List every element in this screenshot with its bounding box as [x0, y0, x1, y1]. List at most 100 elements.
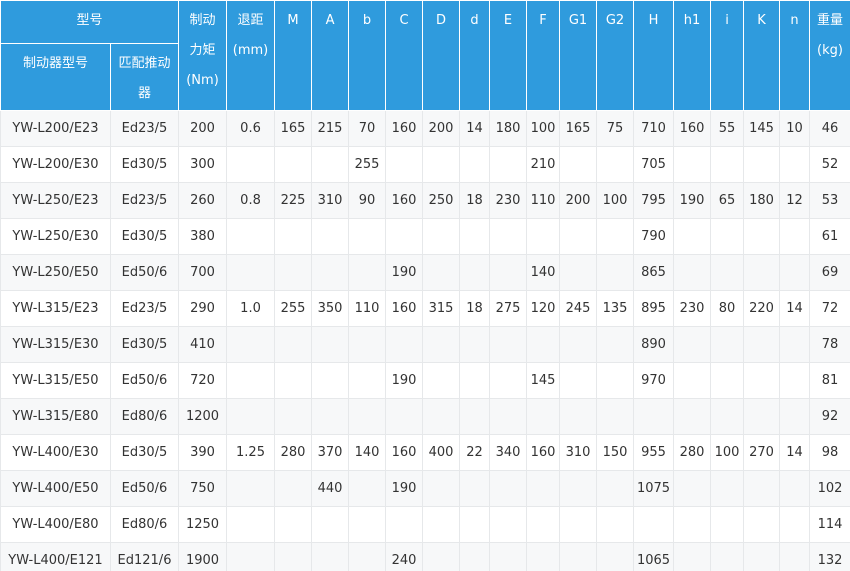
table-cell — [348, 398, 387, 435]
table-cell — [348, 326, 387, 363]
table-cell — [779, 506, 811, 543]
header-dim-C: C — [385, 0, 424, 111]
table-cell — [311, 398, 350, 435]
cell-brake-model: YW-L250/E50 — [0, 254, 111, 291]
table-row: YW-L315/E80 Ed80/6 1200 92 — [0, 398, 850, 435]
header-torque-line3: (Nm) — [186, 73, 219, 88]
cell-brake-model: YW-L315/E30 — [0, 326, 111, 363]
table-cell — [596, 218, 635, 255]
table-cell: 120 — [526, 290, 561, 327]
table-cell: 102 — [809, 470, 850, 507]
table-cell — [489, 506, 528, 543]
table-cell: 750 — [178, 470, 228, 507]
table-cell: Ed30/5 — [109, 218, 180, 255]
table-cell — [596, 254, 635, 291]
table-cell — [311, 362, 350, 399]
table-cell — [489, 542, 528, 571]
table-cell: 220 — [743, 290, 781, 327]
table-row: YW-L315/E23 Ed23/5 290 1.0 255 350 110 160 315 18… — [0, 290, 850, 327]
table-cell: 100 — [596, 182, 635, 219]
table-cell — [673, 146, 712, 183]
table-cell: 190 — [385, 362, 424, 399]
table-cell: 160 — [526, 434, 561, 471]
table-cell — [274, 362, 313, 399]
table-cell — [710, 254, 745, 291]
table-cell — [559, 470, 598, 507]
table-cell: 14 — [779, 434, 811, 471]
table-cell — [779, 254, 811, 291]
header-gap-line2: (mm) — [232, 43, 269, 58]
header-dim-n: n — [779, 0, 811, 111]
header-brake-model: 制动器型号 — [0, 43, 111, 111]
table-cell: 700 — [178, 254, 228, 291]
table-cell: 110 — [526, 182, 561, 219]
table-cell — [489, 218, 528, 255]
table-cell: 1075 — [633, 470, 675, 507]
table-cell: Ed121/6 — [109, 542, 180, 571]
table-cell — [422, 254, 461, 291]
table-cell — [422, 362, 461, 399]
header-dim-H: H — [633, 0, 675, 111]
table-cell — [673, 398, 712, 435]
table-cell: 255 — [348, 146, 387, 183]
table-cell: 350 — [311, 290, 350, 327]
table-cell — [489, 326, 528, 363]
table-cell — [779, 362, 811, 399]
table-cell — [489, 146, 528, 183]
table-cell — [274, 146, 313, 183]
table-row: YW-L315/E50 Ed50/6 720 190 145 970 81 — [0, 362, 850, 399]
table-cell: 69 — [809, 254, 850, 291]
table-cell — [348, 542, 387, 571]
table-cell — [710, 542, 745, 571]
table-cell: 81 — [809, 362, 850, 399]
table-cell — [596, 470, 635, 507]
cell-brake-model: YW-L250/E23 — [0, 182, 111, 219]
table-cell: 135 — [596, 290, 635, 327]
table-cell — [779, 146, 811, 183]
table-row: YW-L400/E80 Ed80/6 1250 114 — [0, 506, 850, 543]
table-cell: 160 — [385, 110, 424, 147]
table-cell: 720 — [178, 362, 228, 399]
table-cell: 310 — [559, 434, 598, 471]
table-cell: 410 — [178, 326, 228, 363]
table-cell: 230 — [673, 290, 712, 327]
table-row: YW-L200/E23 Ed23/5 200 0.6 165 215 70 160 200 14 1… — [0, 110, 850, 147]
table-cell — [743, 362, 781, 399]
table-cell: 65 — [710, 182, 745, 219]
table-cell — [559, 146, 598, 183]
table-cell — [226, 326, 276, 363]
table-cell: 14 — [459, 110, 491, 147]
table-cell — [459, 254, 491, 291]
table-cell: 150 — [596, 434, 635, 471]
table-cell: 78 — [809, 326, 850, 363]
table-cell — [526, 398, 561, 435]
table-cell: 215 — [311, 110, 350, 147]
table-cell — [673, 254, 712, 291]
table-cell — [710, 398, 745, 435]
table-cell — [311, 254, 350, 291]
table-cell: 98 — [809, 434, 850, 471]
table-cell: 92 — [809, 398, 850, 435]
table-body: YW-L200/E23 Ed23/5 200 0.6 165 215 70 160 200 14 1… — [0, 110, 850, 571]
table-cell: 110 — [348, 290, 387, 327]
header-dim-G2: G2 — [596, 0, 635, 111]
table-cell — [743, 542, 781, 571]
table-cell — [385, 326, 424, 363]
table-cell — [459, 362, 491, 399]
cell-brake-model: YW-L400/E121 — [0, 542, 111, 571]
table-cell: 75 — [596, 110, 635, 147]
cell-brake-model: YW-L315/E80 — [0, 398, 111, 435]
table-cell: 970 — [633, 362, 675, 399]
header-model-group: 型号 — [0, 0, 180, 44]
table-cell: 145 — [526, 362, 561, 399]
table-cell: 165 — [559, 110, 598, 147]
table-cell: 70 — [348, 110, 387, 147]
table-cell — [526, 326, 561, 363]
header-weight-line2: (kg) — [817, 43, 843, 58]
table-cell — [385, 398, 424, 435]
table-cell: 180 — [489, 110, 528, 147]
table-cell: 390 — [178, 434, 228, 471]
table-cell: 190 — [673, 182, 712, 219]
table-cell: 340 — [489, 434, 528, 471]
header-dim-i: i — [710, 0, 745, 111]
